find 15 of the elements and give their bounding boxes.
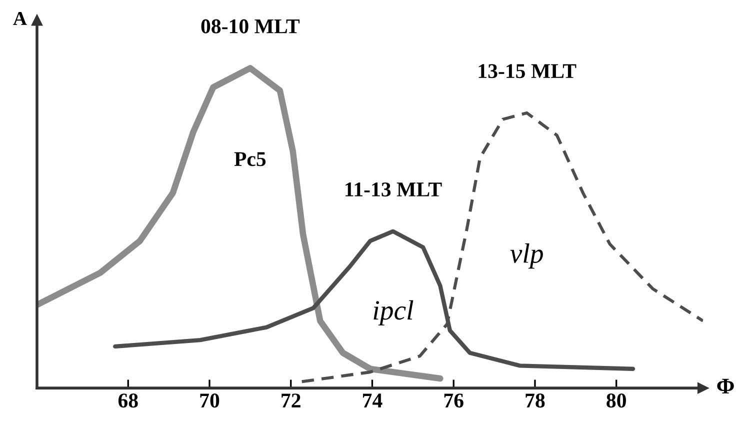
x-tick-label: 80	[606, 394, 626, 408]
y-axis-title: A	[13, 12, 27, 25]
series-label: vlp	[510, 243, 543, 269]
x-tick-label: 68	[118, 394, 138, 408]
x-tick-label: 78	[526, 394, 545, 408]
annotation: 13-15 MLT	[478, 64, 576, 78]
series-label: Pc5	[234, 152, 266, 166]
annotation: 11-13 MLT	[346, 182, 442, 197]
x-tick-label: 76	[444, 394, 464, 408]
x-axis-title: Φ	[717, 378, 734, 394]
x-tick-label: 72	[282, 394, 300, 408]
x-tick-label: 70	[200, 394, 220, 408]
x-tick-label: 74	[363, 394, 382, 408]
annotation: 08-10 MLT	[201, 19, 300, 34]
series-label: ipcl	[374, 300, 414, 326]
